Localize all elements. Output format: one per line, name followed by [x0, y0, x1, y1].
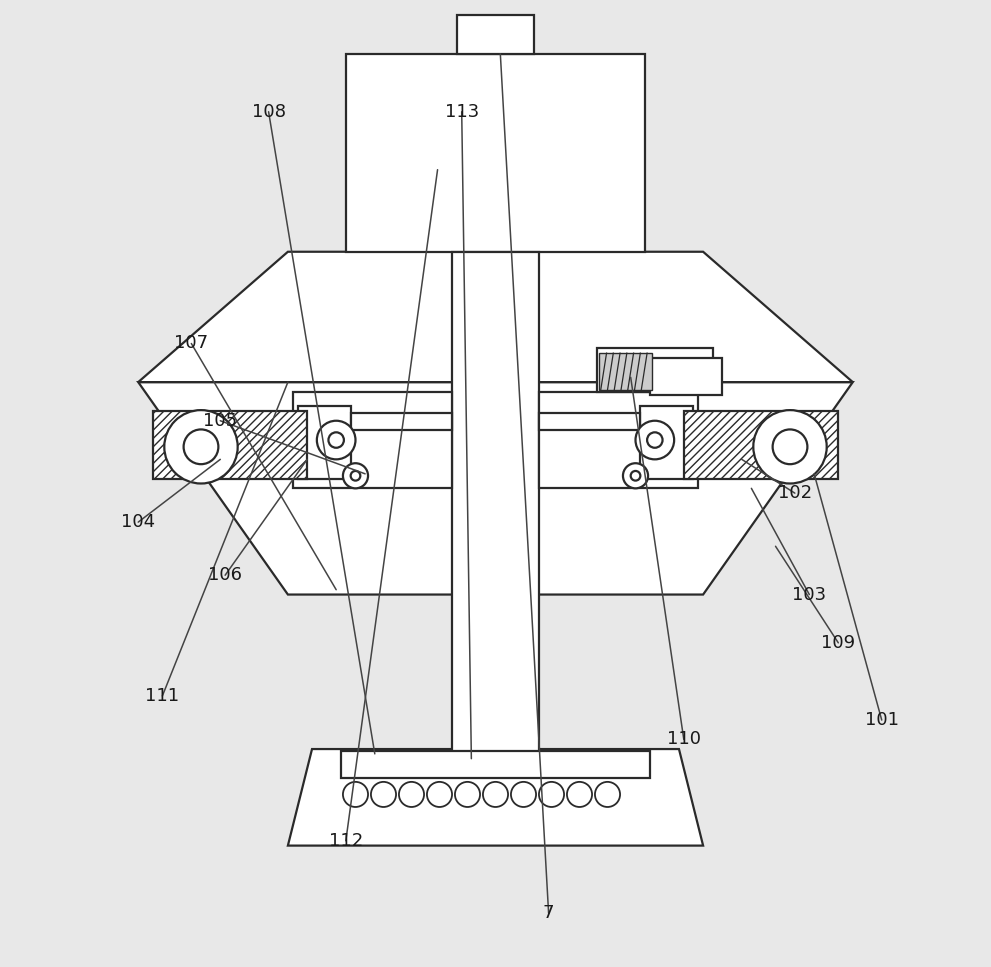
Circle shape — [165, 410, 238, 484]
Circle shape — [427, 782, 452, 807]
Circle shape — [351, 471, 361, 481]
Text: 7: 7 — [543, 904, 554, 923]
Circle shape — [343, 463, 368, 488]
Text: 103: 103 — [792, 586, 826, 603]
Text: 101: 101 — [865, 711, 899, 729]
Text: 105: 105 — [203, 412, 238, 429]
Text: 113: 113 — [445, 103, 479, 121]
Bar — [640, 406, 694, 479]
Text: 107: 107 — [174, 335, 208, 353]
Circle shape — [630, 471, 640, 481]
Text: 104: 104 — [121, 513, 156, 531]
Text: 110: 110 — [667, 730, 701, 748]
Text: 108: 108 — [252, 103, 285, 121]
Polygon shape — [153, 411, 307, 479]
Circle shape — [328, 432, 344, 448]
Bar — [457, 15, 534, 54]
Polygon shape — [138, 251, 853, 382]
Bar — [346, 54, 645, 251]
Circle shape — [539, 782, 564, 807]
Circle shape — [455, 782, 480, 807]
Circle shape — [753, 410, 826, 484]
Text: 112: 112 — [329, 832, 363, 850]
Bar — [650, 358, 722, 395]
Bar — [599, 353, 652, 390]
Circle shape — [399, 782, 424, 807]
Circle shape — [343, 782, 368, 807]
Text: 102: 102 — [778, 484, 812, 502]
Polygon shape — [684, 411, 838, 479]
Bar — [292, 392, 452, 488]
Circle shape — [183, 429, 218, 464]
Text: 109: 109 — [822, 633, 855, 652]
Polygon shape — [138, 382, 853, 595]
Circle shape — [567, 782, 592, 807]
Bar — [452, 251, 539, 754]
Bar — [297, 406, 351, 479]
Circle shape — [317, 421, 356, 459]
Bar — [597, 348, 713, 392]
Circle shape — [773, 429, 808, 464]
Circle shape — [623, 463, 648, 488]
Bar — [351, 413, 452, 430]
Circle shape — [371, 782, 396, 807]
Circle shape — [635, 421, 674, 459]
Bar — [341, 751, 650, 778]
Circle shape — [595, 782, 620, 807]
Bar — [539, 392, 699, 488]
Bar — [539, 413, 640, 430]
Text: 106: 106 — [208, 567, 242, 584]
Circle shape — [647, 432, 663, 448]
Text: 111: 111 — [146, 687, 179, 705]
Polygon shape — [288, 749, 703, 845]
Circle shape — [483, 782, 508, 807]
Circle shape — [511, 782, 536, 807]
